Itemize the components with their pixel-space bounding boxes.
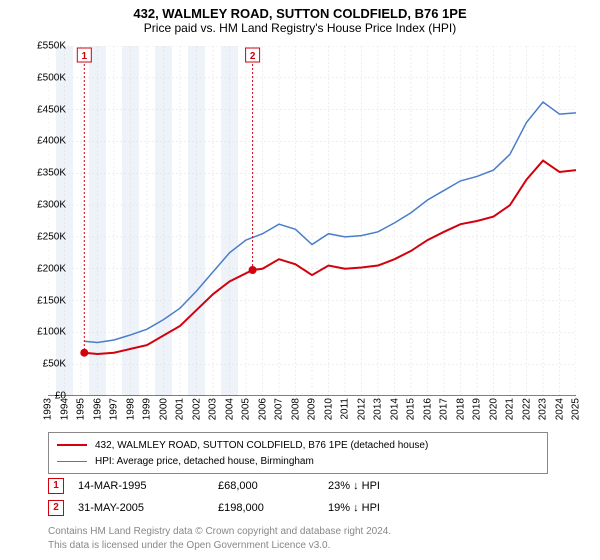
legend-item: HPI: Average price, detached house, Birm… [57,453,539,469]
x-tick-label: 2022 [521,398,532,420]
legend: 432, WALMLEY ROAD, SUTTON COLDFIELD, B76… [48,432,548,474]
x-tick-label: 2000 [158,398,169,420]
x-tick-label: 2025 [571,398,582,420]
y-tick-label: £500K [37,72,66,83]
x-tick-label: 2005 [241,398,252,420]
sale-delta: 23% ↓ HPI [328,480,380,492]
x-tick-label: 2013 [373,398,384,420]
legend-item: 432, WALMLEY ROAD, SUTTON COLDFIELD, B76… [57,437,539,453]
x-tick-label: 2009 [307,398,318,420]
footer-line: This data is licensed under the Open Gov… [48,540,330,551]
x-tick-label: 2001 [175,398,186,420]
x-tick-label: 2019 [472,398,483,420]
x-tick-label: 2018 [455,398,466,420]
x-tick-label: 2016 [422,398,433,420]
x-tick-label: 1998 [125,398,136,420]
x-tick-label: 2021 [505,398,516,420]
x-tick-label: 2015 [406,398,417,420]
sale-delta: 19% ↓ HPI [328,502,380,514]
x-tick-label: 2008 [290,398,301,420]
sale-date: 14-MAR-1995 [78,480,218,492]
x-tick-label: 2020 [488,398,499,420]
sale-row: 1 14-MAR-1995 £68,000 23% ↓ HPI [48,478,380,494]
sale-price: £198,000 [218,502,328,514]
title-block: 432, WALMLEY ROAD, SUTTON COLDFIELD, B76… [0,0,600,35]
x-tick-label: 2017 [439,398,450,420]
x-tick-label: 1993 [43,398,54,420]
x-tick-label: 2002 [191,398,202,420]
y-tick-label: £400K [37,136,66,147]
line-chart: 12 [48,46,576,396]
x-tick-label: 2010 [323,398,334,420]
x-tick-label: 1999 [142,398,153,420]
x-tick-label: 2007 [274,398,285,420]
y-tick-label: £300K [37,200,66,211]
x-tick-label: 2003 [208,398,219,420]
x-tick-label: 2006 [257,398,268,420]
chart-subtitle: Price paid vs. HM Land Registry's House … [0,21,600,35]
x-tick-label: 1995 [76,398,87,420]
x-tick-label: 2004 [224,398,235,420]
y-tick-label: £250K [37,231,66,242]
sale-date: 31-MAY-2005 [78,502,218,514]
sale-marker-box: 2 [48,500,64,516]
legend-swatch [57,461,87,462]
sale-price: £68,000 [218,480,328,492]
svg-text:2: 2 [250,51,256,62]
x-tick-label: 2014 [389,398,400,420]
x-tick-label: 1996 [92,398,103,420]
sale-row: 2 31-MAY-2005 £198,000 19% ↓ HPI [48,500,380,516]
legend-label: HPI: Average price, detached house, Birm… [95,456,314,467]
y-tick-label: £350K [37,168,66,179]
footer-line: Contains HM Land Registry data © Crown c… [48,526,391,537]
x-tick-label: 2023 [538,398,549,420]
chart-area: 12 [48,46,576,396]
legend-label: 432, WALMLEY ROAD, SUTTON COLDFIELD, B76… [95,440,428,451]
svg-text:1: 1 [82,51,88,62]
y-tick-label: £150K [37,295,66,306]
x-tick-label: 2024 [554,398,565,420]
chart-title: 432, WALMLEY ROAD, SUTTON COLDFIELD, B76… [0,6,600,21]
y-tick-label: £550K [37,41,66,52]
y-tick-label: £50K [43,359,66,370]
y-tick-label: £200K [37,263,66,274]
sale-marker-box: 1 [48,478,64,494]
y-tick-label: £100K [37,327,66,338]
x-tick-label: 2012 [356,398,367,420]
y-tick-label: £450K [37,104,66,115]
x-tick-label: 1997 [109,398,120,420]
container: 432, WALMLEY ROAD, SUTTON COLDFIELD, B76… [0,0,600,560]
x-tick-label: 1994 [59,398,70,420]
x-tick-label: 2011 [340,398,351,420]
legend-swatch [57,444,87,446]
